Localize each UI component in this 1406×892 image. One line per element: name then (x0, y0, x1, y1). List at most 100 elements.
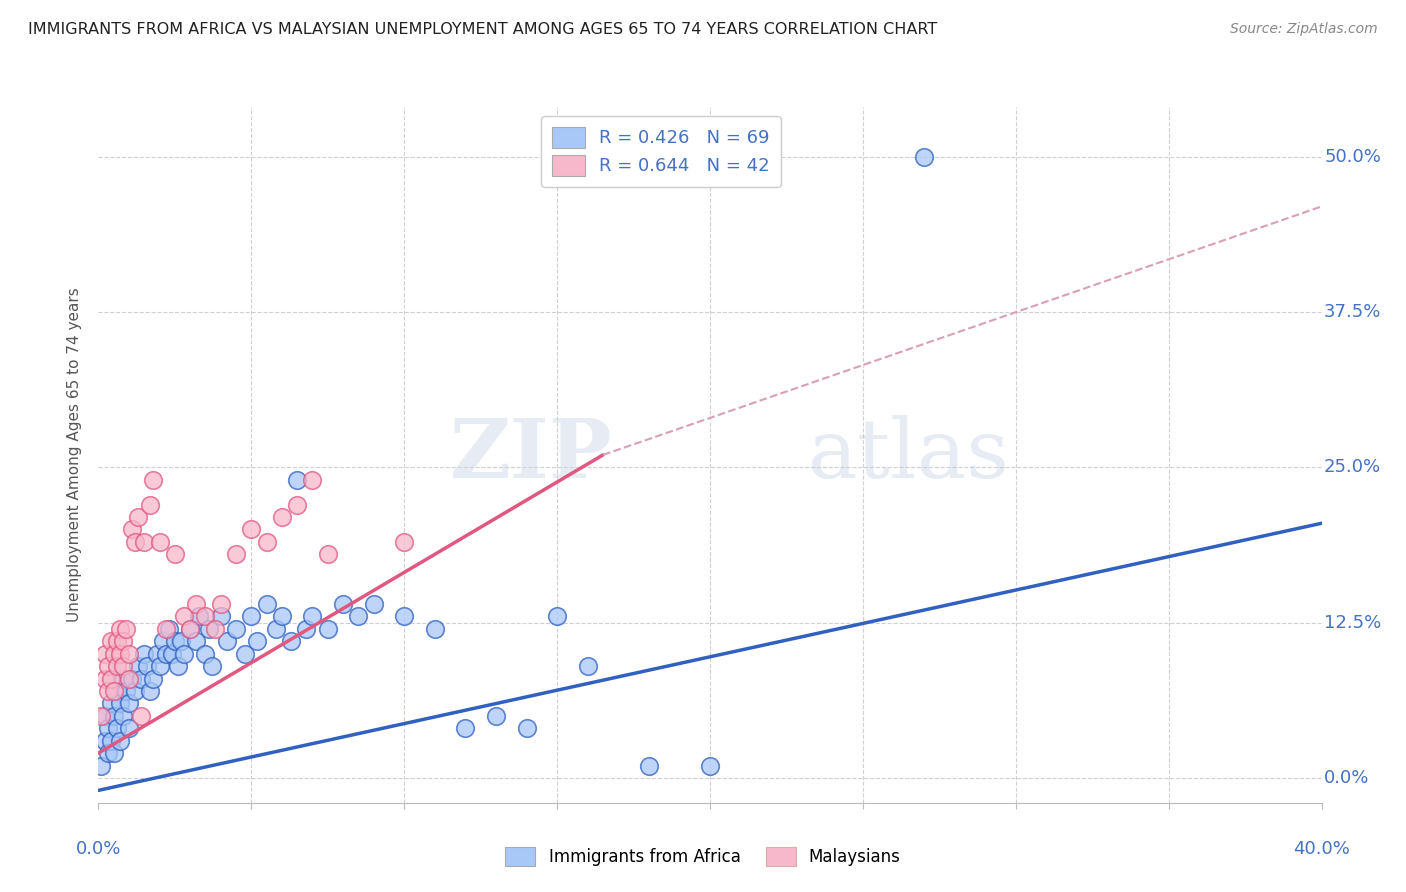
Point (97, 684, 120, 698)
Point (100, 672, 122, 686)
Point (121, 672, 143, 686)
Point (90, 758, 112, 772)
Point (186, 597, 208, 611)
Point (301, 473, 323, 487)
Point (103, 684, 125, 698)
Point (173, 609, 195, 624)
Text: ZIP: ZIP (450, 415, 612, 495)
Y-axis label: Unemployment Among Ages 65 to 74 years: Unemployment Among Ages 65 to 74 years (67, 287, 83, 623)
Point (93, 733, 115, 747)
Text: 25.0%: 25.0% (1324, 458, 1381, 476)
Point (145, 647, 167, 661)
Point (142, 473, 165, 487)
Point (111, 672, 134, 686)
Point (186, 634, 208, 648)
Legend: R = 0.426   N = 69, R = 0.644   N = 42: R = 0.426 N = 69, R = 0.644 N = 42 (541, 116, 780, 186)
Point (139, 498, 162, 512)
Point (115, 622, 138, 636)
Point (152, 634, 174, 648)
Point (118, 647, 141, 661)
Text: 50.0%: 50.0% (1324, 148, 1381, 166)
Point (103, 708, 125, 723)
Point (170, 634, 193, 648)
Point (155, 647, 177, 661)
Text: IMMIGRANTS FROM AFRICA VS MALAYSIAN UNEMPLOYMENT AMONG AGES 65 TO 74 YEARS CORRE: IMMIGRANTS FROM AFRICA VS MALAYSIAN UNEM… (28, 22, 938, 37)
Point (637, 758, 661, 772)
Point (454, 721, 477, 735)
Text: 0.0%: 0.0% (1324, 769, 1369, 787)
Point (100, 634, 122, 648)
Point (285, 498, 308, 512)
Point (316, 622, 339, 636)
Point (270, 609, 292, 624)
Point (127, 510, 149, 524)
Point (225, 547, 247, 561)
Point (118, 721, 141, 735)
Point (105, 684, 128, 698)
Point (316, 547, 339, 561)
Point (194, 609, 217, 624)
Point (118, 697, 141, 711)
Point (280, 634, 302, 648)
Point (93, 708, 115, 723)
Point (124, 534, 146, 549)
Point (129, 672, 152, 686)
Point (173, 647, 195, 661)
Point (97, 746, 120, 760)
Point (295, 622, 318, 636)
Point (225, 622, 247, 636)
Point (576, 659, 599, 673)
Point (209, 597, 232, 611)
Text: 0.0%: 0.0% (76, 840, 121, 858)
Point (142, 672, 165, 686)
Point (127, 659, 149, 673)
Point (516, 721, 538, 735)
Point (160, 647, 183, 661)
Point (97, 659, 120, 673)
Point (108, 697, 131, 711)
Text: atlas: atlas (808, 415, 1010, 495)
Point (163, 634, 186, 648)
Point (115, 684, 138, 698)
Point (256, 534, 278, 549)
Point (194, 647, 217, 661)
Point (93, 672, 115, 686)
Point (121, 523, 143, 537)
Point (149, 659, 172, 673)
Point (363, 597, 385, 611)
Point (100, 697, 122, 711)
Point (118, 672, 141, 686)
Point (103, 647, 125, 661)
Point (105, 634, 128, 648)
Text: Source: ZipAtlas.com: Source: ZipAtlas.com (1230, 22, 1378, 37)
Point (155, 622, 177, 636)
Point (100, 733, 122, 747)
Point (129, 708, 152, 723)
Point (167, 659, 190, 673)
Point (200, 659, 222, 673)
Point (699, 758, 721, 772)
Point (188, 609, 211, 624)
Point (105, 659, 128, 673)
Point (347, 609, 370, 624)
Point (233, 647, 256, 661)
Point (108, 647, 131, 661)
Point (246, 634, 269, 648)
Point (215, 634, 238, 648)
Point (197, 622, 219, 636)
Legend: Immigrants from Africa, Malaysians: Immigrants from Africa, Malaysians (496, 838, 910, 875)
Point (301, 609, 323, 624)
Point (97, 721, 120, 735)
Point (90, 708, 112, 723)
Point (108, 733, 131, 747)
Point (124, 684, 146, 698)
Point (912, 150, 935, 164)
Point (111, 708, 134, 723)
Point (240, 523, 263, 537)
Point (392, 534, 416, 549)
Point (240, 609, 263, 624)
Point (136, 659, 159, 673)
Point (163, 547, 186, 561)
Point (139, 684, 162, 698)
Point (134, 647, 156, 661)
